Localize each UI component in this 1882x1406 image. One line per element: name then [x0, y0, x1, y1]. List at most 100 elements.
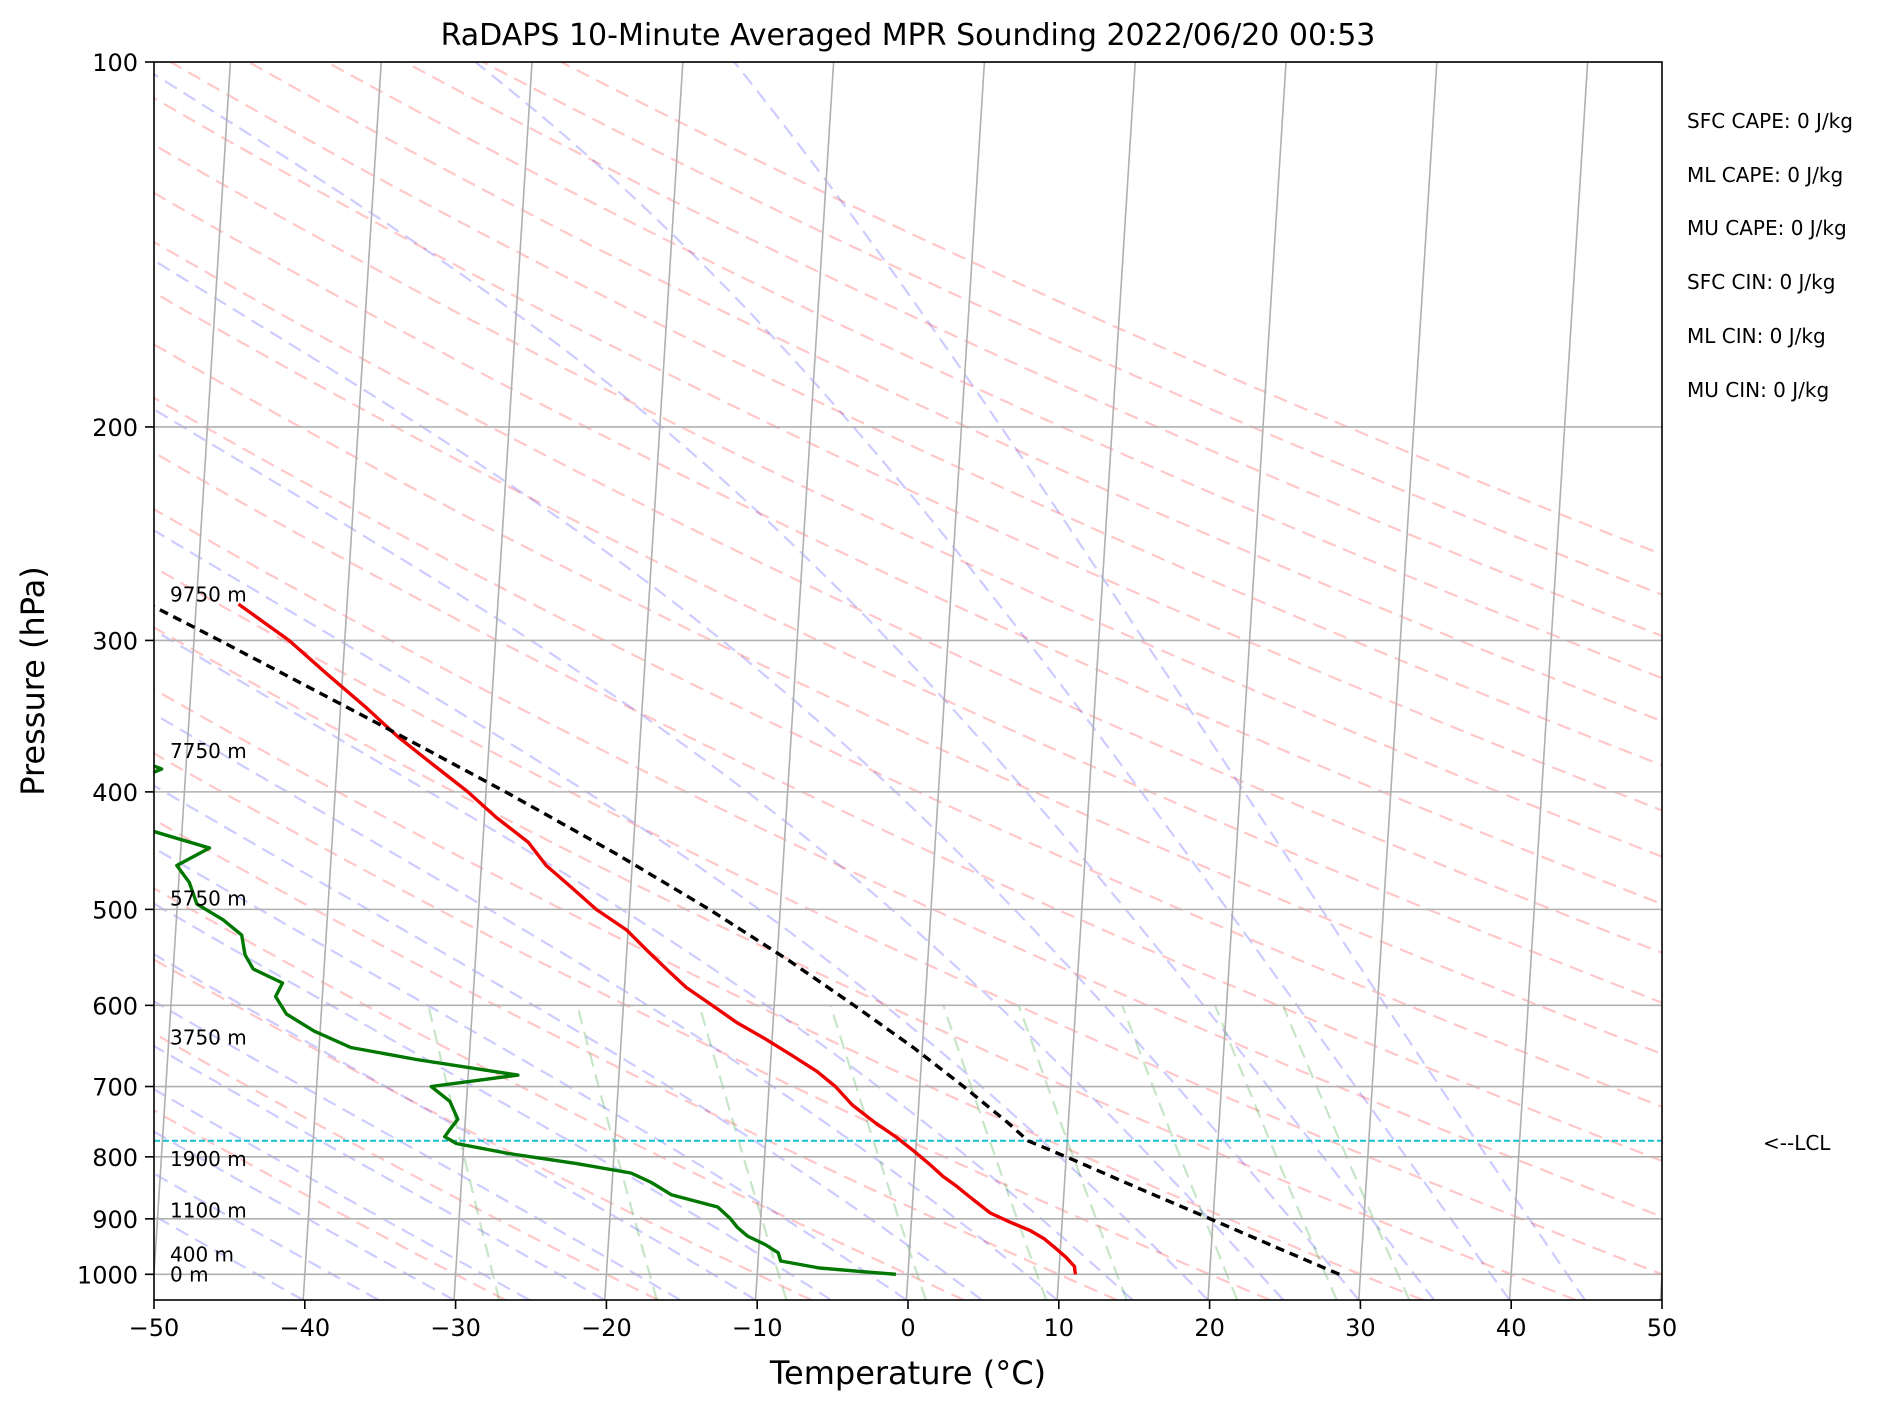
height-labels: 9750 m 7750 m 5750 m 3750 m 1900 m 1100 m 400 … — [170, 583, 247, 1287]
height-label: 3750 m — [170, 1026, 247, 1050]
isotherm-line — [1508, 62, 1589, 1300]
height-label: 1900 m — [170, 1147, 247, 1171]
height-label: 1100 m — [170, 1199, 247, 1223]
x-tick-label: −10 — [732, 1314, 783, 1342]
dry-adiabat — [154, 143, 1662, 858]
mixing-ratio-line — [942, 1005, 1048, 1300]
mixing-ratio-lines — [427, 1004, 1411, 1300]
x-tick-label: 30 — [1345, 1314, 1376, 1342]
y-tick-label: 400 — [92, 779, 138, 807]
y-axis-ticks: 100 200 300 400 500 600 700 800 900 1000 — [77, 49, 154, 1289]
dry-adiabat — [154, 752, 1271, 1300]
dry-adiabat — [154, 396, 1662, 1108]
lcl-label: <--LCL — [1763, 1131, 1831, 1155]
y-tick-label: 500 — [92, 896, 138, 924]
dry-adiabat — [404, 62, 1662, 638]
dry-adiabat — [482, 62, 1662, 596]
x-tick-label: −50 — [129, 1314, 180, 1342]
y-tick-label: 100 — [92, 49, 138, 77]
isotherm-line — [154, 62, 232, 1288]
y-tick-label: 800 — [92, 1144, 138, 1172]
height-label: 7750 m — [170, 739, 247, 763]
isotherm-line — [302, 62, 383, 1300]
parcel-trace — [154, 604, 1340, 1276]
moist-adiabat — [154, 1044, 606, 1300]
y-tick-label: 900 — [92, 1206, 138, 1234]
dry-adiabat — [154, 1109, 506, 1300]
x-tick-label: 0 — [900, 1314, 915, 1342]
moist-adiabat — [154, 902, 832, 1300]
mixing-ratio-line — [1017, 1005, 1128, 1300]
isotherm-line — [1357, 62, 1438, 1300]
height-label: 9750 m — [170, 583, 247, 607]
dewpoint-trace — [154, 764, 897, 1276]
mu-cape-label: MU CAPE: 0 J/kg — [1687, 216, 1847, 240]
dry-adiabat — [326, 62, 1662, 680]
isotherm-line — [1207, 62, 1287, 1300]
moist-adiabat — [154, 1088, 530, 1300]
dry-adiabat — [154, 958, 812, 1300]
moist-adiabat — [733, 62, 1586, 1300]
moist-adiabat — [154, 259, 1360, 1300]
moist-adiabat — [154, 712, 1058, 1300]
dry-adiabat — [154, 887, 965, 1300]
x-tick-label: −40 — [279, 1314, 330, 1342]
dry-adiabat — [154, 688, 1424, 1300]
dry-adiabat — [154, 626, 1577, 1300]
chart-title: RaDAPS 10-Minute Averaged MPR Sounding 2… — [441, 18, 1376, 53]
x-tick-label: 50 — [1647, 1314, 1678, 1342]
y-tick-label: 700 — [92, 1074, 138, 1102]
y-tick-label: 1000 — [77, 1261, 138, 1289]
x-tick-label: 40 — [1496, 1314, 1527, 1342]
isotherm-line — [603, 62, 684, 1300]
skewed-isotherms — [154, 62, 1662, 1300]
x-axis-ticks: −50 −40 −30 −20 −10 0 10 20 30 40 50 — [129, 1300, 1678, 1342]
stability-indices: SFC CAPE: 0 J/kg ML CAPE: 0 J/kg MU CAPE… — [1687, 109, 1853, 402]
moist-adiabat — [154, 629, 1134, 1300]
moist-adiabat — [154, 784, 983, 1300]
dry-adiabat — [154, 343, 1662, 1056]
mixing-ratio-line — [1121, 1005, 1239, 1300]
height-label: 5750 m — [170, 887, 247, 911]
mixing-ratio-line — [1281, 1004, 1411, 1300]
y-tick-label: 300 — [92, 627, 138, 655]
dry-adiabat — [154, 240, 1662, 954]
dry-adiabat — [154, 191, 1662, 906]
moist-adiabat — [154, 529, 1209, 1300]
ml-cape-label: ML CAPE: 0 J/kg — [1687, 163, 1843, 187]
moist-adiabat — [154, 72, 1436, 1300]
dry-adiabat — [154, 451, 1662, 1163]
isotherm-line — [905, 62, 986, 1300]
isobar-gridlines — [154, 62, 1662, 1276]
isotherm-line — [1056, 62, 1137, 1300]
dry-adiabats — [154, 62, 1662, 1300]
x-tick-label: 20 — [1194, 1314, 1225, 1342]
mixing-ratio-line — [1214, 1004, 1338, 1300]
y-tick-label: 200 — [92, 414, 138, 442]
mu-cin-label: MU CIN: 0 J/kg — [1687, 378, 1829, 402]
x-tick-label: 10 — [1044, 1314, 1075, 1342]
plot-area — [154, 62, 1662, 1300]
mixing-ratio-line — [829, 1005, 927, 1300]
moist-adiabat — [154, 846, 908, 1300]
x-tick-label: −20 — [581, 1314, 632, 1342]
moist-adiabat — [154, 408, 1285, 1300]
y-axis-label: Pressure (hPa) — [14, 566, 52, 796]
moist-adiabats — [154, 62, 1586, 1300]
dry-adiabat — [154, 291, 1662, 1004]
x-axis-label: Temperature (°C) — [769, 1354, 1046, 1392]
x-tick-label: −30 — [430, 1314, 481, 1342]
dry-adiabat — [154, 818, 1118, 1300]
moist-adiabat — [154, 1172, 380, 1300]
y-tick-label: 600 — [92, 992, 138, 1020]
mixing-ratio-line — [698, 1005, 788, 1300]
height-label: 400 m — [170, 1242, 234, 1266]
temperature-trace — [237, 602, 1078, 1275]
ml-cin-label: ML CIN: 0 J/kg — [1687, 324, 1826, 348]
dry-adiabat — [154, 507, 1662, 1218]
dry-adiabat — [154, 566, 1662, 1276]
sfc-cape-label: SFC CAPE: 0 J/kg — [1687, 109, 1853, 133]
isotherm-line — [453, 62, 533, 1300]
sfc-cin-label: SFC CIN: 0 J/kg — [1687, 270, 1835, 294]
